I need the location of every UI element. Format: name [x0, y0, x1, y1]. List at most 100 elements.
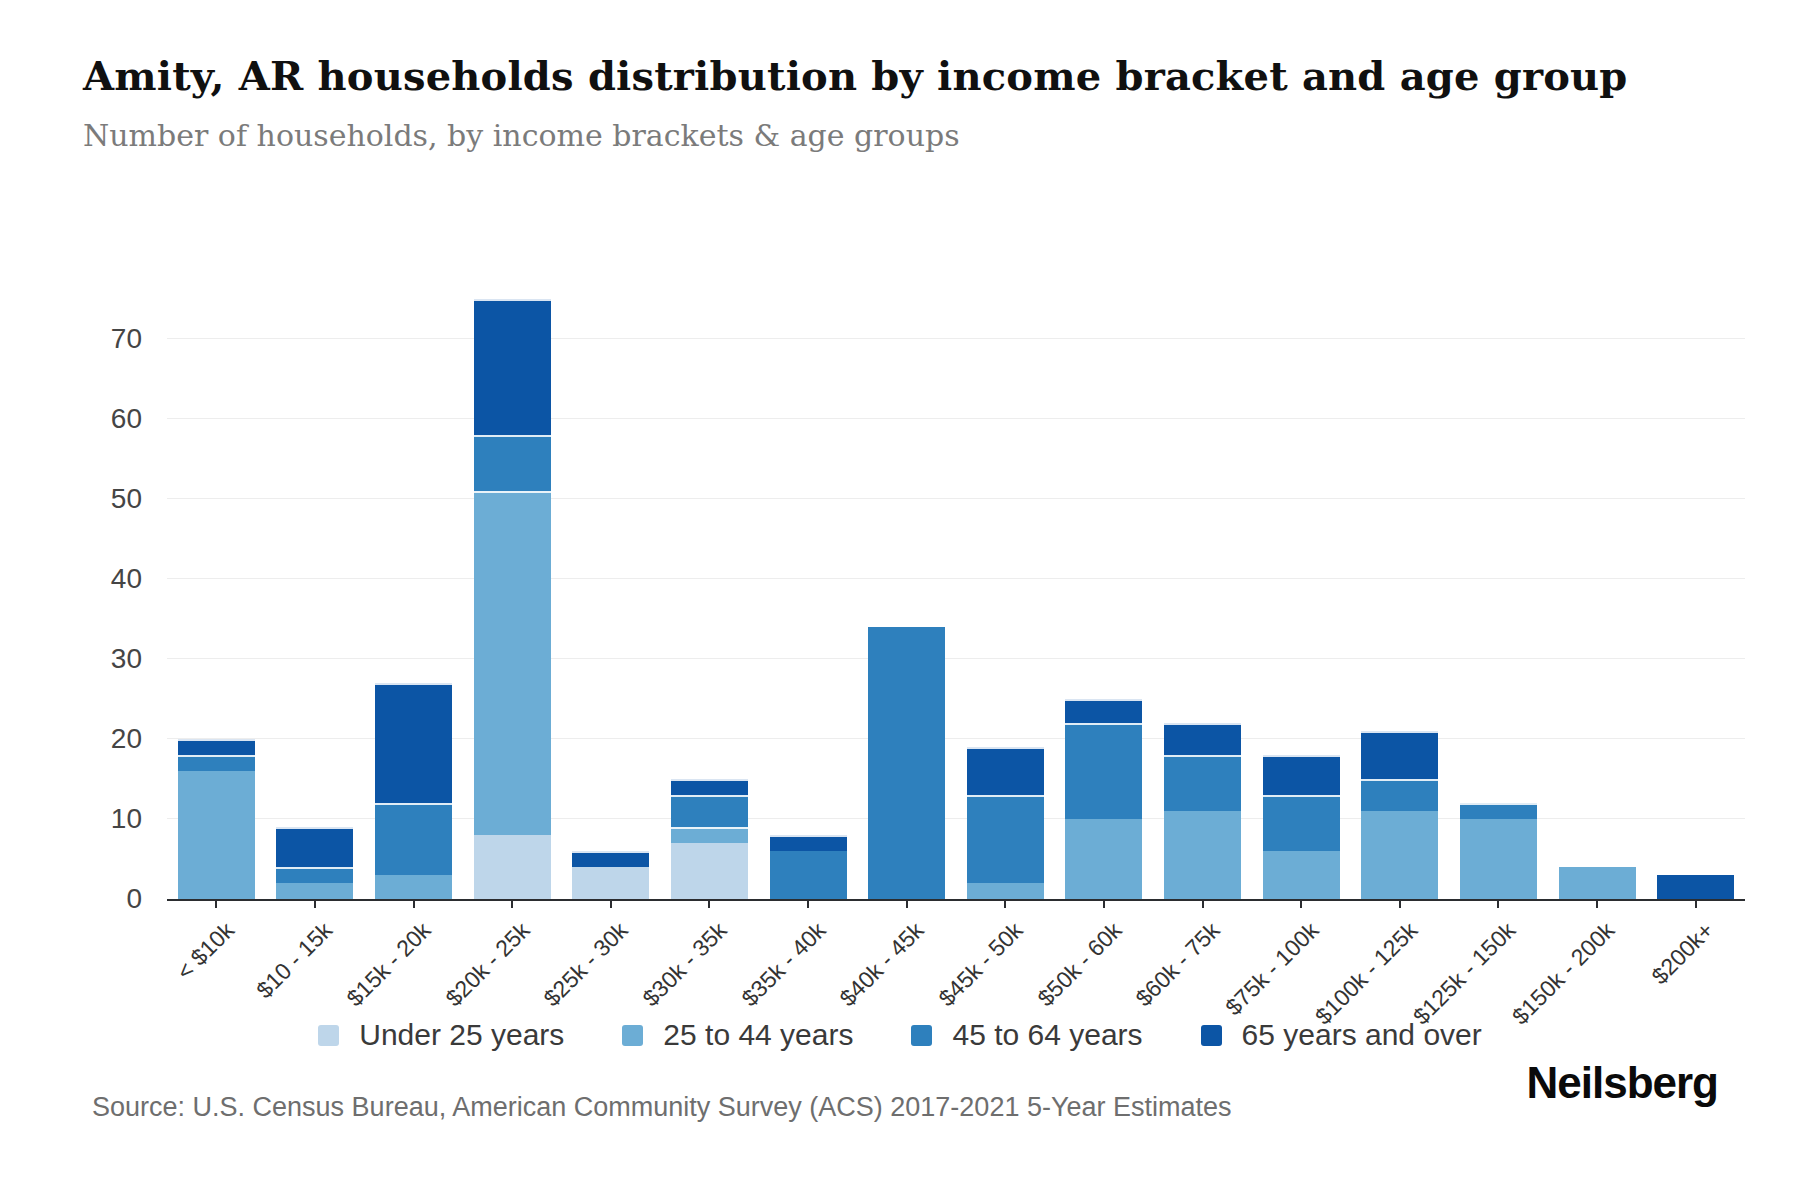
x-axis-tick	[807, 901, 809, 908]
bar-segment	[671, 827, 748, 843]
bar-segment	[967, 795, 1044, 883]
bar-segment	[868, 627, 945, 899]
x-axis-tick	[1596, 901, 1598, 908]
legend-swatch-icon	[622, 1025, 643, 1046]
bar-segment	[770, 835, 847, 851]
stacked-bar	[1263, 755, 1340, 899]
bar-segment	[178, 739, 255, 755]
bar-segment	[967, 883, 1044, 899]
bar-segment	[276, 827, 353, 867]
page-title: Amity, AR households distribution by inc…	[83, 52, 1733, 99]
plot-area: < $10k$10 - 15k$15k - 20k$20k - 25k$25k …	[167, 278, 1745, 901]
y-axis-tick-label: 10	[12, 803, 142, 835]
y-axis-tick-label: 0	[12, 883, 142, 915]
stacked-bar	[1065, 699, 1142, 899]
bar-segment	[572, 867, 649, 899]
bar-segment	[1164, 723, 1241, 755]
bar-segment	[474, 299, 551, 435]
bar-segment	[1164, 755, 1241, 811]
bar-segment	[1559, 867, 1636, 899]
bar-segment	[178, 755, 255, 771]
stacked-bar	[1559, 867, 1636, 899]
bar-segment	[1263, 795, 1340, 851]
gridline	[167, 418, 1745, 419]
legend-swatch-icon	[1201, 1025, 1222, 1046]
legend-item[interactable]: 25 to 44 years	[622, 1018, 853, 1052]
bar-segment	[1065, 723, 1142, 819]
x-axis-tick	[314, 901, 316, 908]
bar-segment	[967, 747, 1044, 795]
bar-segment	[1263, 851, 1340, 899]
brand-logo: Neilsberg	[1526, 1058, 1718, 1108]
stacked-bar	[375, 683, 452, 899]
legend-label: 65 years and over	[1242, 1018, 1482, 1052]
bar-segment	[474, 835, 551, 899]
chart-legend: Under 25 years 25 to 44 years 45 to 64 yea…	[0, 1018, 1800, 1052]
x-axis-tick	[1695, 901, 1697, 908]
bar-segment	[1657, 875, 1734, 899]
x-axis-tick	[1202, 901, 1204, 908]
x-axis-tick	[511, 901, 513, 908]
stacked-bar	[276, 827, 353, 899]
bar-segment	[375, 683, 452, 803]
legend-label: 25 to 44 years	[663, 1018, 853, 1052]
legend-swatch-icon	[911, 1025, 932, 1046]
x-axis-tick	[1399, 901, 1401, 908]
legend-label: Under 25 years	[359, 1018, 564, 1052]
x-axis-tick	[215, 901, 217, 908]
page-subtitle: Number of households, by income brackets…	[83, 118, 1683, 153]
legend-swatch-icon	[318, 1025, 339, 1046]
bar-segment	[671, 795, 748, 827]
bar-segment	[572, 851, 649, 867]
legend-label: 45 to 64 years	[952, 1018, 1142, 1052]
bar-segment	[1460, 803, 1537, 819]
x-axis-tick	[1300, 901, 1302, 908]
x-axis-tick	[1103, 901, 1105, 908]
gridline	[167, 338, 1745, 339]
bar-segment	[375, 803, 452, 875]
y-axis-tick-label: 70	[12, 323, 142, 355]
bar-segment	[1361, 811, 1438, 899]
chart-page: Amity, AR households distribution by inc…	[0, 0, 1800, 1200]
stacked-bar	[1361, 731, 1438, 899]
bar-segment	[1361, 779, 1438, 811]
gridline	[167, 658, 1745, 659]
stacked-bar	[868, 627, 945, 899]
legend-item[interactable]: 45 to 64 years	[911, 1018, 1142, 1052]
bar-segment	[178, 771, 255, 899]
y-axis-tick-label: 60	[12, 403, 142, 435]
y-axis-tick-label: 30	[12, 643, 142, 675]
x-axis-tick	[906, 901, 908, 908]
bar-segment	[1065, 819, 1142, 899]
stacked-bar	[967, 747, 1044, 899]
stacked-bar	[178, 739, 255, 899]
y-axis-tick-label: 40	[12, 563, 142, 595]
x-axis-tick	[1497, 901, 1499, 908]
y-axis-tick-label: 20	[12, 723, 142, 755]
legend-item[interactable]: Under 25 years	[318, 1018, 564, 1052]
bar-segment	[375, 875, 452, 899]
bar-segment	[770, 851, 847, 899]
bar-segment	[1065, 699, 1142, 723]
legend-item[interactable]: 65 years and over	[1201, 1018, 1482, 1052]
stacked-bar	[1164, 723, 1241, 899]
bar-segment	[1361, 731, 1438, 779]
y-axis-tick-label: 50	[12, 483, 142, 515]
bar-segment	[1263, 755, 1340, 795]
gridline	[167, 498, 1745, 499]
stacked-bar	[474, 299, 551, 899]
stacked-bar	[572, 851, 649, 899]
bar-segment	[1164, 811, 1241, 899]
stacked-bar	[770, 835, 847, 899]
source-note: Source: U.S. Census Bureau, American Com…	[92, 1092, 1232, 1123]
bar-segment	[276, 883, 353, 899]
bar-segment	[474, 491, 551, 835]
x-axis-tick	[610, 901, 612, 908]
x-axis-tick	[413, 901, 415, 908]
bar-segment	[474, 435, 551, 491]
x-axis-tick	[708, 901, 710, 908]
x-axis-tick	[1004, 901, 1006, 908]
bar-segment	[671, 779, 748, 795]
bar-segment	[1460, 819, 1537, 899]
stacked-bar	[671, 779, 748, 899]
